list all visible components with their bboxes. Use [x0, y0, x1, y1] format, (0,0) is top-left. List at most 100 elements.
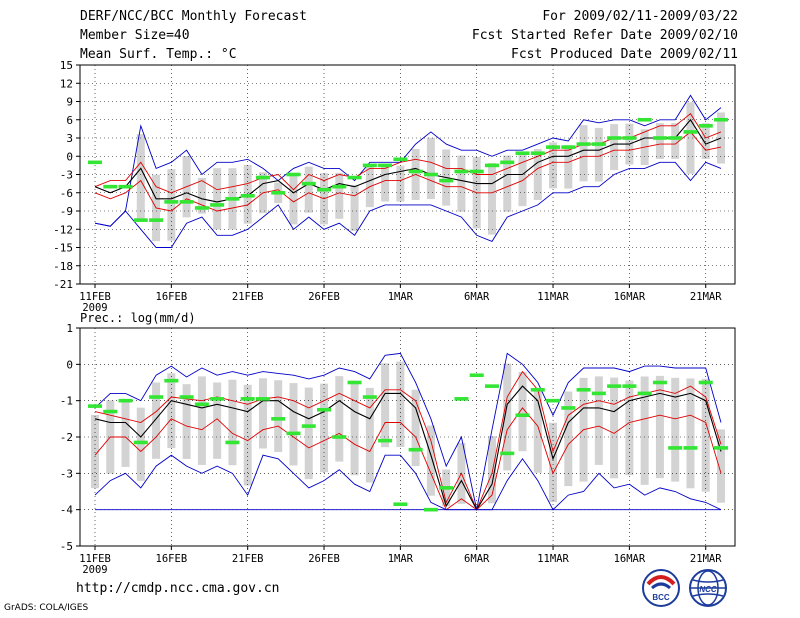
- ncc-logo-text: NCC: [699, 585, 717, 594]
- spread-box: [518, 371, 527, 452]
- spread-box: [655, 375, 664, 479]
- forecast-marker: [271, 190, 286, 195]
- spread-box: [228, 379, 237, 466]
- spread-box: [274, 380, 283, 452]
- chart-title: DERF/NCC/BCC Monthly Forecast: [80, 9, 307, 24]
- spread-box: [579, 125, 588, 182]
- spread-box: [549, 422, 558, 503]
- x-tick-label: 16FEB: [156, 553, 188, 565]
- spread-box: [213, 168, 222, 230]
- grads-credit: GrADS: COLA/IGES: [4, 603, 89, 613]
- forecast-marker: [210, 397, 225, 401]
- forecast-marker: [88, 404, 102, 408]
- forecast-marker: [255, 397, 270, 401]
- y-tick-label: 9: [66, 96, 73, 109]
- forecast-marker: [301, 181, 316, 186]
- spread-box: [381, 363, 390, 448]
- forecast-marker: [546, 398, 561, 403]
- x-tick-label: 26FEB: [308, 291, 340, 303]
- series-line-min: [94, 161, 722, 248]
- forecast-marker: [607, 384, 622, 388]
- forecast-marker: [362, 395, 377, 399]
- forecast-marker: [133, 440, 148, 445]
- spread-box: [625, 380, 634, 476]
- y-tick-label: 15: [60, 59, 73, 72]
- forecast-marker: [683, 130, 698, 134]
- spread-box: [655, 123, 664, 159]
- x-tick-label: 21MAR: [690, 553, 722, 565]
- forecast-marker: [179, 395, 194, 399]
- forecast-marker: [484, 384, 499, 388]
- x-tick-label: 21FEB: [232, 553, 264, 565]
- forecast-marker: [439, 486, 454, 490]
- spread-box: [594, 127, 603, 182]
- spread-box: [457, 155, 466, 212]
- series-line-q1: [94, 131, 722, 212]
- forecast-marker: [103, 184, 118, 189]
- forecast-marker: [652, 380, 667, 385]
- spread-box: [335, 172, 344, 219]
- forecast-marker: [622, 136, 637, 140]
- forecast-marker: [668, 446, 683, 450]
- x-tick-label: 11FEB: [79, 291, 111, 303]
- forecast-marker: [225, 440, 240, 445]
- spread-box: [610, 124, 619, 171]
- forecast-marker: [546, 145, 561, 149]
- grid-layer: [80, 65, 735, 284]
- forecast-marker: [500, 160, 515, 165]
- header-right: For 2009/02/11-2009/03/22 Fcst Started Re…: [472, 7, 738, 64]
- forecast-marker: [225, 197, 240, 201]
- forecast-marker: [622, 384, 637, 388]
- forecast-marker: [515, 413, 530, 417]
- y-tick-label: -21: [53, 278, 73, 291]
- forecast-marker: [500, 451, 515, 456]
- x-tick-label: 11FEB: [79, 553, 111, 565]
- y-axis: 1 0 -1 -2 -3 -4 -5: [60, 322, 80, 553]
- forecast-marker: [271, 417, 286, 421]
- forecast-marker: [347, 175, 362, 180]
- x-tick-label: 6MAR: [464, 291, 490, 303]
- x-tick-label: 16MAR: [614, 553, 646, 565]
- forecast-marker: [118, 398, 133, 403]
- header-left: DERF/NCC/BCC Monthly Forecast Member Size…: [80, 7, 307, 64]
- x-tick-label: 16FEB: [156, 291, 188, 303]
- spread-box: [503, 363, 512, 471]
- spread-box: [701, 378, 710, 492]
- forecast-marker: [683, 446, 698, 450]
- forecast-marker: [530, 387, 545, 392]
- spread-box: [289, 173, 298, 225]
- spread-box: [91, 414, 99, 489]
- spread-box: [396, 165, 405, 202]
- spread-box: [381, 165, 390, 202]
- spread-box: [289, 383, 298, 466]
- y-tick-label: 1: [66, 322, 73, 335]
- spread-box: [152, 382, 161, 459]
- source-url[interactable]: http://cmdp.ncc.cma.gov.cn: [76, 581, 280, 596]
- forecast-marker: [652, 136, 667, 140]
- spread-box: [533, 390, 542, 473]
- forecast-marker: [439, 178, 454, 183]
- y-tick-label: 0: [66, 150, 73, 163]
- forecast-marker: [454, 169, 469, 174]
- forecast-marker: [393, 157, 408, 162]
- y-tick-label: 3: [66, 132, 73, 145]
- y-tick-label: -2: [60, 431, 73, 444]
- ncc-logo: NCC: [689, 569, 727, 607]
- forecast-marker: [301, 424, 316, 428]
- spread-box: [426, 137, 435, 200]
- series-line-min: [94, 454, 722, 511]
- forecast-marker: [469, 169, 484, 174]
- spread-box: [640, 376, 649, 485]
- forecast-marker: [378, 163, 393, 168]
- forecast-marker: [179, 200, 194, 204]
- forecast-marker: [103, 409, 118, 414]
- forecast-marker: [698, 124, 713, 128]
- spread-box: [717, 429, 725, 503]
- spread-box: [213, 382, 222, 459]
- variable-label: Mean Surf. Temp.: °C: [80, 47, 237, 62]
- forecast-marker: [317, 407, 332, 412]
- x-tick-label: 11MAR: [537, 553, 569, 565]
- spread-box: [243, 384, 252, 486]
- marker-layer: [88, 117, 728, 222]
- forecast-marker: [591, 142, 606, 146]
